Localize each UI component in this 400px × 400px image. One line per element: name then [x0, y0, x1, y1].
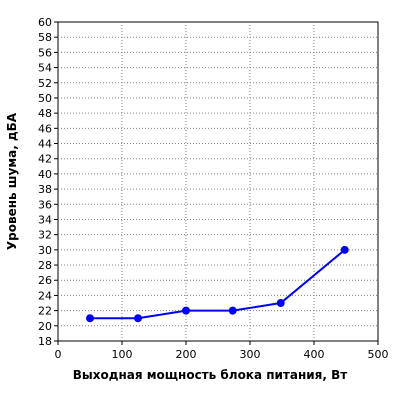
data-point [340, 245, 349, 254]
y-tick-label: 46 [38, 122, 52, 135]
data-point [276, 299, 285, 308]
y-tick-label: 20 [38, 320, 52, 333]
data-point [182, 306, 190, 315]
y-tick-label: 50 [38, 92, 52, 105]
y-tick-label: 22 [38, 305, 52, 318]
y-tick-label: 58 [38, 31, 52, 44]
y-tick-label: 32 [38, 229, 52, 242]
y-axis-ticks: 18 20 22 24 26 28 30 32 34 36 38 40 42 44 46 48 50 52 54 56… [38, 16, 58, 348]
y-tick-label: 34 [38, 213, 52, 226]
x-tick-label: 500 [368, 348, 389, 361]
y-tick-label: 60 [38, 16, 52, 29]
y-tick-label: 52 [38, 77, 52, 90]
y-tick-label: 26 [38, 274, 52, 287]
gridlines [58, 22, 378, 341]
y-tick-label: 40 [38, 168, 52, 181]
y-tick-label: 48 [38, 107, 52, 120]
series-group [86, 245, 349, 323]
x-tick-label: 200 [176, 348, 197, 361]
y-tick-label: 18 [38, 335, 52, 348]
plot-area [57, 21, 379, 342]
y-tick-label: 56 [38, 46, 52, 59]
series-line [90, 249, 346, 320]
y-tick-label: 44 [38, 138, 52, 151]
x-tick-label: 100 [112, 348, 133, 361]
data-point [228, 306, 237, 315]
x-axis-label: Выходная мощность блока питания, Вт [73, 368, 348, 382]
y-tick-label: 38 [38, 183, 52, 196]
x-axis-ticks: 0 100 200 300 400 500 [55, 341, 389, 361]
x-tick-label: 0 [55, 348, 62, 361]
y-tick-label: 24 [38, 289, 52, 302]
x-tick-label: 400 [304, 348, 325, 361]
y-tick-label: 42 [38, 153, 52, 166]
y-axis-label: Уровень шума, дБА [5, 112, 19, 250]
y-tick-label: 30 [38, 244, 52, 257]
y-tick-label: 36 [38, 198, 52, 211]
y-tick-label: 28 [38, 259, 52, 272]
y-tick-label: 54 [38, 62, 52, 75]
x-tick-label: 300 [240, 348, 261, 361]
data-point [86, 314, 94, 323]
data-point [134, 314, 142, 323]
